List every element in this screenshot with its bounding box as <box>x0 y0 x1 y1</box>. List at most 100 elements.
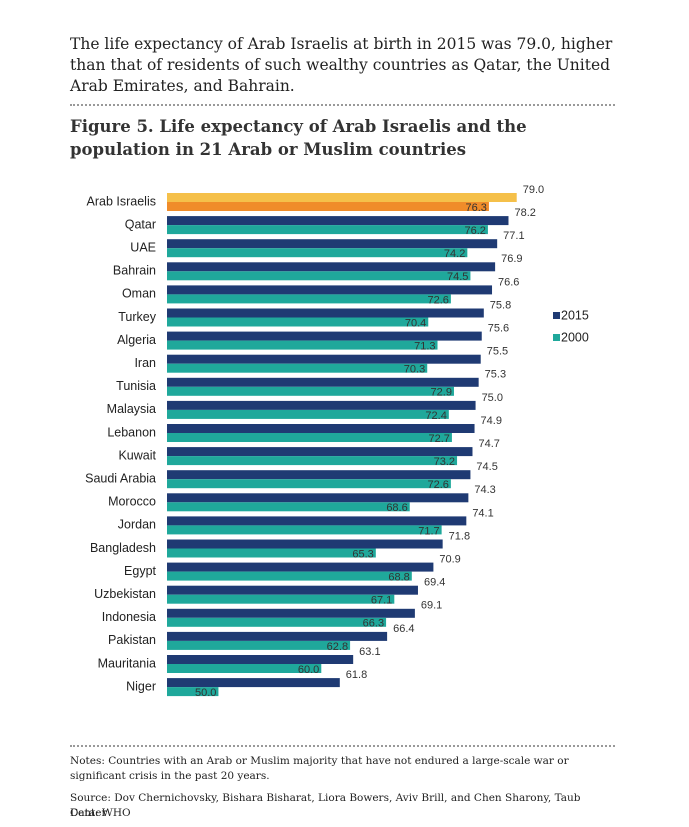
bar <box>167 294 451 304</box>
value-label: 67.1 <box>371 595 392 607</box>
source: Source: Dov Chernichovsky, Bishara Bisha… <box>70 792 581 819</box>
bar <box>167 687 219 697</box>
value-label: 71.8 <box>449 530 470 542</box>
category-label: Lebanon <box>107 425 156 439</box>
bar <box>167 377 479 387</box>
value-label: 70.9 <box>439 554 460 566</box>
bar <box>167 386 454 396</box>
bar <box>167 271 471 281</box>
bar <box>167 433 452 442</box>
value-label: 66.4 <box>393 623 414 635</box>
bar <box>167 225 488 235</box>
bar <box>167 447 473 457</box>
value-label: 72.9 <box>431 387 452 399</box>
value-label: 72.6 <box>427 479 448 491</box>
bar <box>167 655 354 664</box>
category-label: Kuwait <box>118 448 156 462</box>
value-label: 76.6 <box>498 276 519 288</box>
bar <box>167 502 410 512</box>
value-label: 62.8 <box>327 641 348 653</box>
bar <box>167 525 442 535</box>
bar <box>167 248 468 258</box>
category-label: Morocco <box>108 495 156 509</box>
legend-swatch <box>553 334 560 341</box>
figure-title: Figure 5. Life expectancy of Arab Israel… <box>70 117 527 159</box>
category-label: Jordan <box>118 518 156 532</box>
value-label: 74.2 <box>444 248 465 260</box>
category-label: Malaysia <box>107 402 156 416</box>
bar <box>167 562 434 572</box>
category-label: UAE <box>130 240 156 254</box>
category-label: Indonesia <box>102 610 156 624</box>
bar <box>167 631 388 641</box>
legend-label: 2000 <box>561 330 589 344</box>
chart: Arab Israelis 79.0 76.3 Qatar 78.2 76.2 UAE 77.… <box>85 184 589 699</box>
bar <box>167 479 451 489</box>
legend-label: 2015 <box>561 308 589 322</box>
legend-swatch <box>553 312 560 319</box>
value-label: 69.1 <box>421 600 442 612</box>
separator <box>70 104 615 106</box>
value-label: 71.7 <box>418 525 439 537</box>
category-label: Qatar <box>125 217 156 231</box>
notes: Notes: Countries with an Arab or Muslim … <box>70 755 569 782</box>
bar <box>167 331 482 341</box>
value-label: 74.7 <box>478 438 499 450</box>
value-label: 74.3 <box>474 484 495 496</box>
category-label: Saudi Arabia <box>85 471 156 485</box>
value-label: 75.6 <box>488 323 509 335</box>
value-label: 70.4 <box>405 317 426 329</box>
intro-text: The life expectancy of Arab Israelis at … <box>70 35 613 95</box>
category-label: Mauritania <box>98 656 156 670</box>
value-label: 75.0 <box>482 392 503 404</box>
value-label: 76.3 <box>466 202 487 214</box>
bar <box>167 400 476 410</box>
bar <box>167 594 395 604</box>
bar <box>167 363 428 373</box>
bar <box>167 193 517 202</box>
bar <box>167 262 496 272</box>
value-label: 72.4 <box>425 410 446 422</box>
value-label: 68.8 <box>388 572 409 584</box>
bar <box>167 239 498 249</box>
category-label: Pakistan <box>108 633 156 647</box>
bar <box>167 548 376 558</box>
value-label: 63.1 <box>359 646 380 658</box>
value-label: 68.6 <box>386 502 407 514</box>
category-label: Algeria <box>117 333 156 347</box>
bar <box>167 216 509 226</box>
value-label: 71.3 <box>414 341 435 353</box>
bar <box>167 409 449 419</box>
category-label: Bahrain <box>113 264 156 278</box>
bar <box>167 340 438 350</box>
bar <box>167 317 429 327</box>
value-label: 66.3 <box>363 618 384 630</box>
category-label: Niger <box>126 679 156 693</box>
category-label: Bangladesh <box>90 541 156 555</box>
bar <box>167 640 351 650</box>
bar <box>167 424 475 433</box>
bar <box>167 571 412 581</box>
bar <box>167 516 467 526</box>
bar <box>167 585 418 595</box>
value-label: 74.1 <box>472 507 493 519</box>
category-label: Oman <box>122 287 156 301</box>
value-label: 79.0 <box>523 184 544 196</box>
bar <box>167 470 471 480</box>
bar <box>167 664 322 673</box>
bar <box>167 308 484 318</box>
bar <box>167 493 469 503</box>
category-label: Arab Israelis <box>87 194 156 208</box>
value-label: 73.2 <box>434 456 455 468</box>
data-source: Data: WHO <box>70 807 131 819</box>
value-label: 75.5 <box>487 346 508 358</box>
value-label: 74.5 <box>447 271 468 283</box>
category-label: Turkey <box>118 310 156 324</box>
value-label: 61.8 <box>346 669 367 681</box>
value-label: 78.2 <box>514 207 535 219</box>
value-label: 74.5 <box>476 461 497 473</box>
value-label: 50.0 <box>195 687 216 699</box>
category-label: Uzbekistan <box>94 587 156 601</box>
value-label: 77.1 <box>503 230 524 242</box>
value-label: 76.2 <box>464 225 485 237</box>
